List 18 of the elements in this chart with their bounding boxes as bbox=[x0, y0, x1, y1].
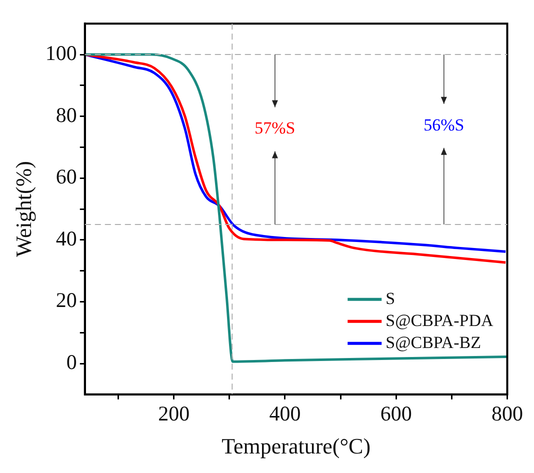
x-tick-label: 600 bbox=[380, 402, 412, 426]
line-series bbox=[84, 53, 508, 363]
x-axis-title: Temperature(°C) bbox=[222, 434, 371, 459]
y-tick-label: 80 bbox=[56, 102, 77, 127]
x-tick-label: 800 bbox=[492, 402, 523, 426]
x-tick-label: 400 bbox=[269, 402, 301, 426]
legend-label: S bbox=[386, 288, 396, 308]
y-tick-label: 40 bbox=[56, 226, 77, 250]
legend-label: S@CBPA-PDA bbox=[386, 310, 494, 330]
annotation: 57%S bbox=[254, 118, 296, 138]
annotation: 56%S bbox=[424, 115, 464, 134]
y-axis-title: Weight(%) bbox=[10, 161, 36, 257]
y-tick-label: 0 bbox=[66, 350, 77, 374]
y-tick-label: 20 bbox=[56, 288, 77, 312]
legend-label: S@CBPA-BZ bbox=[386, 332, 481, 352]
x-tick-label: 200 bbox=[158, 402, 190, 426]
y-tick-label: 100 bbox=[45, 41, 77, 66]
y-tick-label: 60 bbox=[56, 164, 77, 189]
